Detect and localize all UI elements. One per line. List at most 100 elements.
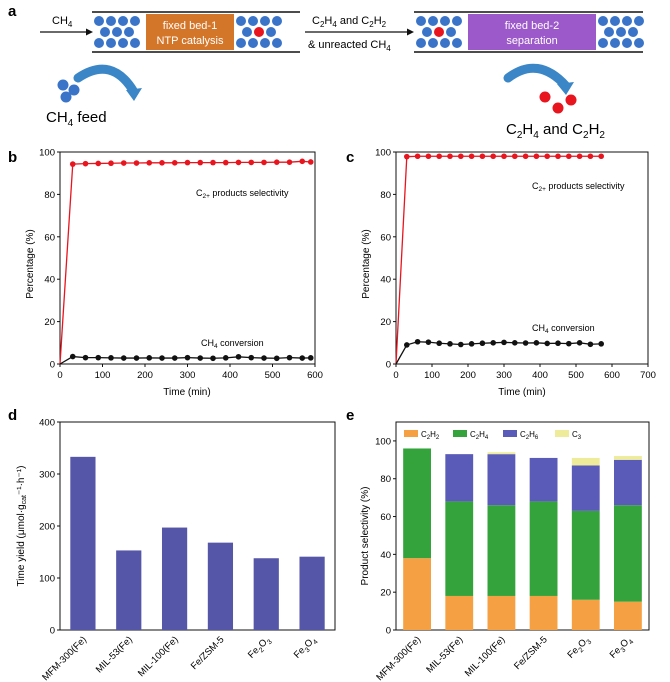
molecule-dot (106, 38, 116, 48)
data-point (436, 340, 443, 347)
x-tick-label: 500 (568, 370, 584, 381)
x-tick-label: 200 (460, 370, 476, 381)
molecule-dot (236, 16, 246, 26)
stacked-bar-segment (614, 505, 642, 602)
data-point (533, 153, 540, 160)
molecule-dot (130, 38, 140, 48)
x-category-label: MIL-53(Fe) (424, 634, 465, 675)
x-axis-title-b: Time (min) (163, 387, 210, 398)
data-point (261, 355, 267, 361)
input-arrow-head (86, 28, 93, 36)
data-point (235, 353, 242, 360)
data-point (108, 160, 114, 167)
x-category-label: MIL-53(Fe) (94, 634, 135, 675)
x-category-label: Fe2O3 (565, 634, 593, 662)
y-tick-label: 60 (380, 232, 391, 243)
bar (70, 456, 96, 630)
data-point (171, 160, 178, 166)
data-point (197, 159, 204, 166)
plot-frame (59, 151, 316, 365)
x-tick-label: 200 (137, 370, 153, 381)
ch4-input-label: CH4 (52, 15, 73, 29)
data-point (522, 153, 529, 160)
x-tick-label: 600 (307, 370, 323, 381)
annotation-conversion-c: CH4 conversion (532, 323, 595, 335)
panel-d-bar-chart: d Time yield (μmol·gcat⁻¹·h⁻¹) 0 100 200 30… (8, 407, 336, 682)
molecule-dot (452, 38, 462, 48)
x-category-label: Fe/ZSM-5 (189, 634, 227, 672)
molecule-dot (440, 38, 450, 48)
reactor1-right-molecules (236, 16, 282, 48)
data-point (133, 355, 140, 361)
data-point (222, 159, 229, 166)
data-point (447, 153, 453, 160)
stacked-bar-segment (487, 454, 516, 506)
product-molecule (565, 94, 577, 106)
data-point (133, 160, 140, 166)
stacked-bar-segment (403, 448, 431, 559)
molecule-dot (598, 16, 608, 26)
data-point (197, 355, 204, 361)
data-point (210, 355, 216, 362)
data-point (458, 341, 464, 348)
data-point (286, 354, 293, 361)
data-point (108, 355, 114, 361)
y-axis-title-d: Time yield (μmol·gcat⁻¹·h⁻¹) (16, 466, 28, 587)
y-tick-label: 100 (375, 148, 391, 159)
plot-frame (59, 421, 336, 631)
stacked-bar-segment (529, 457, 558, 502)
molecule-dot (248, 16, 258, 26)
data-point (479, 340, 486, 347)
stacked-bar-segment (487, 505, 516, 596)
data-point (95, 354, 102, 361)
data-point (501, 339, 507, 346)
x-category-label: MFM-300(Fe) (374, 634, 423, 682)
reactor2-right-molecules (598, 16, 644, 48)
plot-frame (395, 421, 650, 631)
y-tick-label: 0 (386, 360, 391, 371)
x-tick-label: 0 (393, 370, 398, 381)
x-axis-title-c: Time (min) (498, 387, 545, 398)
x-category-label: Fe3O4 (292, 634, 320, 662)
data-point (222, 355, 229, 361)
stacked-bar-segment (445, 454, 474, 502)
molecule-dot (622, 38, 632, 48)
legend-swatch (555, 430, 569, 437)
bed2-line1: fixed bed-2 (505, 20, 559, 32)
product-molecule (539, 91, 551, 103)
data-point (566, 153, 572, 160)
y-tick-label: 0 (50, 360, 55, 371)
x-tick-label: 400 (532, 370, 548, 381)
molecule-dot (598, 38, 608, 48)
data-point (171, 355, 178, 361)
x-tick-label: 400 (222, 370, 238, 381)
molecule-dot (416, 16, 426, 26)
molecule-dot (428, 38, 438, 48)
feed-molecule (60, 91, 72, 103)
data-point (447, 341, 453, 347)
molecule-dot (94, 16, 104, 26)
annotation-conversion-b: CH4 conversion (201, 338, 264, 350)
data-point (82, 160, 89, 167)
data-point (307, 355, 314, 361)
data-point (248, 354, 255, 361)
products-label: C2H4 and C2H2 (506, 121, 605, 141)
molecule-dot (242, 27, 252, 37)
x-category-label: MFM-300(Fe) (40, 634, 89, 682)
molecule-dot (272, 38, 282, 48)
molecule-dot (446, 27, 456, 37)
data-point (95, 160, 102, 167)
bed1-line2: NTP catalysis (156, 35, 224, 47)
molecule-dot (604, 27, 614, 37)
molecule-dot (628, 27, 638, 37)
panel-b-line-chart: b Percentage (%) Time (min) C2+ products… (8, 148, 323, 399)
feed-molecule (68, 84, 80, 96)
molecule-dot (616, 27, 626, 37)
molecule-dot (260, 38, 270, 48)
legend-label: C2H2 (421, 430, 440, 441)
x-category-label: Fe/ZSM-5 (512, 634, 550, 672)
legend-swatch (503, 430, 517, 437)
molecule-dot (272, 16, 282, 26)
stacked-bar-segment (529, 501, 558, 596)
data-point (299, 355, 306, 361)
